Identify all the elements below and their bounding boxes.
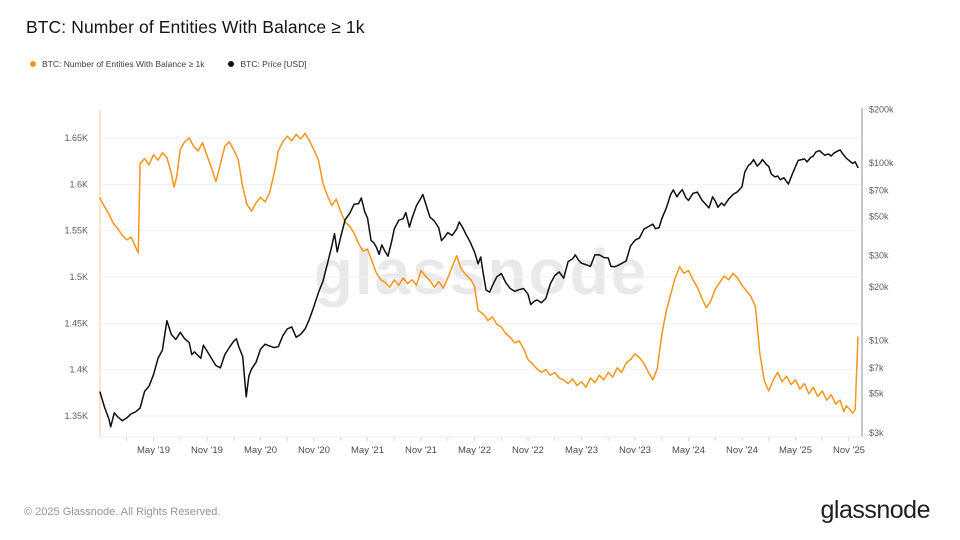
right-axis-tick-label: $7k: [869, 363, 884, 373]
left-axis-tick-label: 1.5K: [69, 272, 88, 282]
right-axis-tick-label: $200k: [869, 105, 894, 115]
right-axis-tick-label: $100k: [869, 158, 894, 168]
right-axis-tick-label: $3k: [869, 428, 884, 438]
price-line[interactable]: [99, 149, 859, 428]
legend-item-entities[interactable]: BTC: Number of Entities With Balance ≥ 1…: [30, 59, 204, 69]
x-axis-tick-label: May '22: [458, 445, 491, 456]
watermark: glassnode: [313, 236, 649, 308]
x-axis-tick-label: Nov '25: [833, 445, 865, 456]
x-axis-tick-label: Nov '24: [726, 445, 758, 456]
legend-label-entities: BTC: Number of Entities With Balance ≥ 1…: [42, 59, 205, 69]
right-axis-tick-label: $30k: [869, 251, 889, 261]
x-axis-tick-label: Nov '23: [619, 445, 651, 456]
legend-dot-entities-icon: [30, 61, 36, 67]
brand-logo: glassnode: [820, 496, 931, 524]
left-axis-tick-label: 1.65K: [64, 133, 88, 143]
x-axis-tick-label: Nov '20: [298, 445, 330, 456]
copyright-text: © 2025 Glassnode. All Rights Reserved.: [24, 506, 221, 518]
right-axis-tick-label: $20k: [869, 282, 889, 292]
x-axis-tick-label: May '23: [565, 445, 598, 456]
x-axis-tick-label: Nov '22: [512, 445, 544, 456]
x-axis-tick-label: May '25: [779, 445, 812, 456]
x-axis-tick-label: May '19: [137, 445, 170, 456]
left-axis-tick-label: 1.45K: [64, 318, 88, 328]
x-axis-tick-label: May '21: [351, 445, 384, 456]
right-axis-tick-label: $10k: [869, 335, 889, 345]
right-axis-tick-label: $50k: [869, 211, 889, 221]
legend-item-price[interactable]: BTC: Price [USD]: [228, 59, 307, 69]
chart-title: BTC: Number of Entities With Balance ≥ 1…: [26, 17, 365, 37]
right-axis-tick-label: $5k: [869, 389, 884, 399]
left-axis-tick-label: 1.35K: [64, 411, 88, 421]
legend-label-price: BTC: Price [USD]: [240, 59, 307, 69]
entities-line[interactable]: [99, 132, 859, 414]
legend-dot-price-icon: [228, 61, 235, 67]
x-axis-tick-label: Nov '21: [405, 445, 437, 456]
right-axis-tick-label: $70k: [869, 185, 889, 195]
left-axis-tick-label: 1.4K: [69, 365, 88, 375]
legend: BTC: Number of Entities With Balance ≥ 1…: [30, 59, 307, 69]
left-axis-tick-label: 1.55K: [64, 226, 88, 236]
x-axis-tick-label: May '24: [672, 445, 705, 456]
x-axis-tick-label: May '20: [244, 445, 277, 456]
left-axis-tick-label: 1.6K: [69, 179, 88, 189]
x-axis-tick-label: Nov '19: [191, 445, 223, 456]
